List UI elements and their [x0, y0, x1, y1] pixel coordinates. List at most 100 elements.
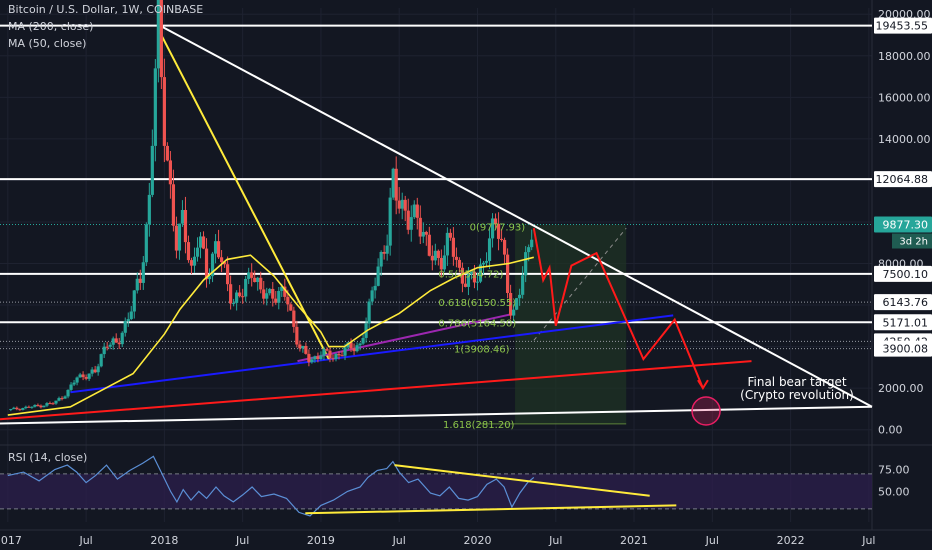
candle-body: [358, 343, 362, 346]
price-level-value: 7500.10: [883, 268, 929, 281]
candle-body: [301, 345, 305, 349]
candle-body: [15, 407, 19, 410]
candle-body: [307, 353, 311, 363]
candle-body: [340, 355, 344, 357]
candle-body: [244, 278, 248, 297]
x-tick-label: Jul: [861, 534, 875, 547]
candle-body: [391, 168, 395, 198]
x-tick-label: 2017: [0, 534, 22, 547]
candle-body: [165, 145, 169, 161]
candle-body: [370, 290, 374, 302]
price-level-tag: [874, 265, 932, 282]
price-candles: [9, 0, 534, 412]
candle-body: [481, 262, 486, 265]
candle-body: [241, 296, 245, 298]
candle-body: [238, 292, 242, 297]
y-tick-label: 2000.00: [878, 382, 924, 395]
candle-body: [466, 274, 471, 287]
candle-body: [343, 347, 347, 356]
candle-body: [171, 184, 176, 226]
candle-body: [313, 356, 317, 360]
candle-body: [499, 238, 504, 240]
candle-body: [337, 354, 341, 356]
candle-body: [135, 278, 139, 291]
price-level-tag: [874, 171, 932, 188]
candle-body: [412, 204, 416, 218]
symbol-title[interactable]: Bitcoin / U.S. Dollar, 1W, COINBASE: [8, 3, 204, 16]
purple-line: [297, 312, 516, 363]
candle-body: [30, 406, 34, 408]
candle-body: [289, 304, 293, 311]
candle-body: [162, 77, 166, 146]
candle-body: [105, 346, 109, 348]
rsi-legend[interactable]: RSI (14, close): [8, 451, 88, 464]
ma50-legend[interactable]: MA (50, close): [8, 37, 87, 50]
candle-body: [274, 298, 278, 303]
candle-body: [451, 237, 456, 257]
candle-body: [93, 369, 97, 373]
chart-grid: [0, 0, 932, 531]
candle-body: [150, 145, 154, 195]
y-tick-label: 14000.00: [878, 133, 931, 146]
candle-body: [84, 377, 88, 379]
candle-body: [496, 223, 501, 239]
support-red: [0, 360, 752, 421]
candle-body: [427, 234, 431, 256]
countdown-value: 3d 2h: [899, 237, 928, 248]
candle-body: [493, 218, 498, 224]
candle-body: [505, 254, 510, 293]
support-white: [0, 405, 873, 425]
candle-body: [463, 283, 468, 287]
rsi-band: [0, 473, 872, 510]
candle-body: [216, 241, 221, 258]
candle-body: [530, 239, 534, 248]
candle-body: [439, 257, 443, 270]
candle-body: [108, 344, 112, 347]
candle-body: [259, 277, 263, 290]
candle-body: [147, 194, 151, 225]
candle-body: [277, 290, 281, 303]
candle-body: [352, 348, 356, 352]
candle-body: [250, 272, 254, 278]
candle-body: [48, 403, 52, 405]
rsi-panel: 75.00 50.00: [7, 455, 910, 517]
x-tick-label: 2019: [307, 534, 335, 547]
projection-path: [532, 228, 721, 426]
candle-body: [9, 408, 13, 410]
candle-body: [141, 262, 145, 283]
candle-body: [235, 292, 239, 303]
candle-body: [433, 250, 437, 261]
ma200-legend[interactable]: MA (200, close): [8, 20, 94, 33]
ma50-line: [7, 254, 534, 416]
candle-body: [198, 236, 203, 248]
candle-body: [322, 349, 326, 356]
price-level-value: 5171.01: [883, 316, 929, 329]
candle-body: [415, 204, 419, 218]
candle-body: [126, 319, 130, 322]
rsi-support-line: [305, 504, 677, 515]
target-annotation: Final bear target (Crypto revolution): [740, 375, 854, 402]
candle-body: [96, 366, 100, 373]
price-level-value: 9877.30: [883, 219, 929, 232]
candle-body: [478, 264, 483, 282]
candle-body: [349, 342, 353, 349]
candle-body: [219, 257, 224, 263]
candle-body: [421, 231, 425, 237]
candle-body: [159, 0, 163, 78]
candle-body: [457, 259, 462, 268]
projected-path: [532, 228, 704, 389]
candle-body: [265, 293, 269, 299]
candle-body: [123, 321, 127, 333]
candle-body: [168, 160, 173, 185]
candle-body: [222, 262, 227, 265]
candle-body: [325, 349, 329, 351]
countdown-tag: [892, 233, 932, 249]
candle-body: [445, 232, 449, 256]
x-tick-label: 2020: [463, 534, 491, 547]
price-level-value: 3900.08: [883, 343, 929, 356]
x-tick-label: 2018: [150, 534, 178, 547]
candle-body: [409, 217, 413, 230]
candle-body: [180, 209, 185, 224]
candle-body: [484, 260, 489, 263]
